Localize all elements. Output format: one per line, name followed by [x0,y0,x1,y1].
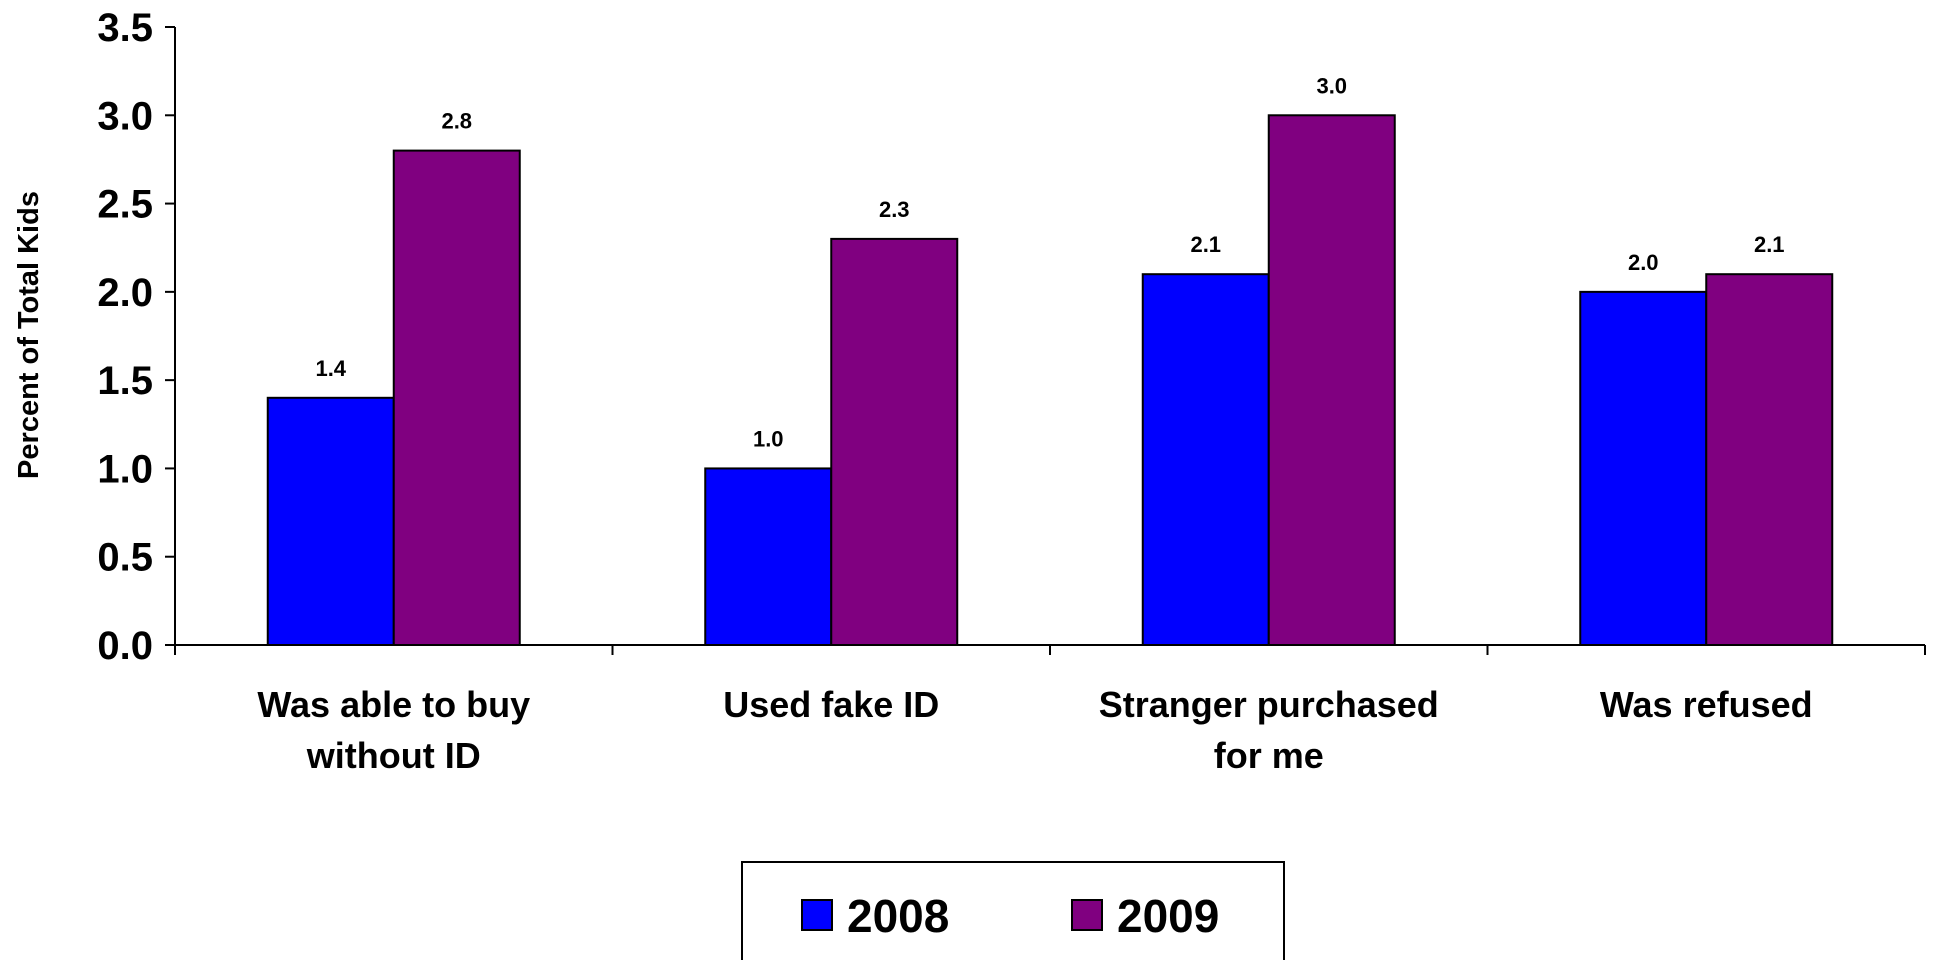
legend-swatch-2008 [801,899,833,931]
data-label-2009-3: 2.1 [1754,232,1785,257]
bar-2009-2 [1267,114,1396,647]
bar-2008-3 [1579,290,1708,646]
data-label-2008-3: 2.0 [1628,250,1659,275]
bar-2009-3 [1705,273,1834,646]
y-tick-label-7: 3.5 [97,6,153,50]
data-label-2008-0: 1.4 [315,356,346,381]
bar-2009-1 [830,237,959,646]
y-tick-label-3: 1.5 [97,359,153,403]
bar-2008-1 [704,467,833,646]
x-tick-label-3-0: Was refused [1600,684,1813,725]
data-label-2008-1: 1.0 [753,426,784,451]
data-label-2008-2: 2.1 [1190,232,1221,257]
y-tick-label-1: 0.5 [97,536,153,580]
y-tick-label-2: 1.0 [97,447,153,491]
y-tick-label-4: 2.0 [97,271,153,315]
bar-2008-0 [266,396,395,646]
x-tick-label-2-0: Stranger purchased [1099,684,1439,725]
y-tick-label-5: 2.5 [97,183,153,227]
y-axis-label: Percent of Total Kids [13,191,45,479]
data-label-2009-1: 2.3 [879,197,910,222]
x-tick-label-2-1: for me [1214,735,1324,776]
data-label-2009-0: 2.8 [441,109,472,134]
y-tick-label-6: 3.0 [97,94,153,138]
x-tick-label-1-0: Used fake ID [723,684,939,725]
legend-swatch-2009 [1071,899,1103,931]
bar-2008-2 [1141,273,1270,646]
bar-2009-0 [392,149,521,646]
legend-label-2009: 2009 [1117,890,1219,942]
legend-label-2008: 2008 [847,890,949,942]
x-tick-label-0-1: without ID [306,735,481,776]
y-tick-label-0: 0.0 [97,624,153,668]
x-tick-label-0-0: Was able to buy [257,684,530,725]
data-label-2009-2: 3.0 [1316,73,1347,98]
